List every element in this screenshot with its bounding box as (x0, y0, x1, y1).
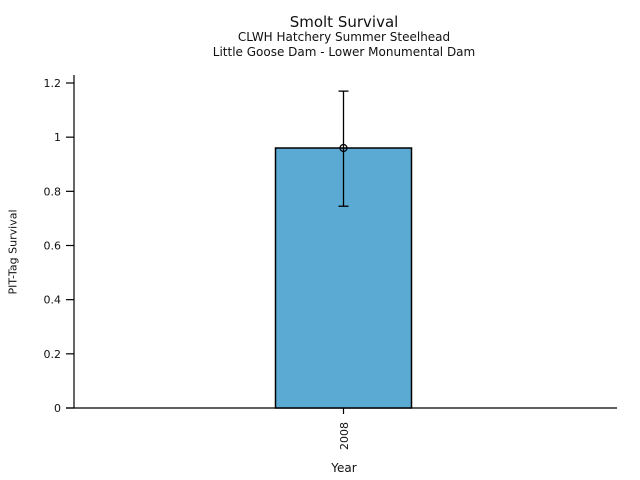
chart-subtitle-2: Little Goose Dam - Lower Monumental Dam (212, 45, 476, 59)
y-tick-label: 0.8 (44, 185, 62, 198)
y-tick-label: 0.4 (44, 294, 62, 307)
x-tick-label: 2008 (338, 422, 351, 450)
chart-title: Smolt Survival (289, 13, 399, 31)
point-marker (339, 143, 348, 153)
y-tick-label: 1.2 (44, 77, 62, 90)
x-axis-label: Year (331, 461, 357, 475)
y-tick-label: 1 (54, 131, 61, 144)
chart-subtitle-1: CLWH Hatchery Summer Steelhead (237, 30, 451, 44)
y-tick-label: 0 (54, 402, 61, 415)
y-tick-label: 0.6 (44, 240, 62, 253)
y-tick-label: 0.2 (44, 348, 62, 361)
